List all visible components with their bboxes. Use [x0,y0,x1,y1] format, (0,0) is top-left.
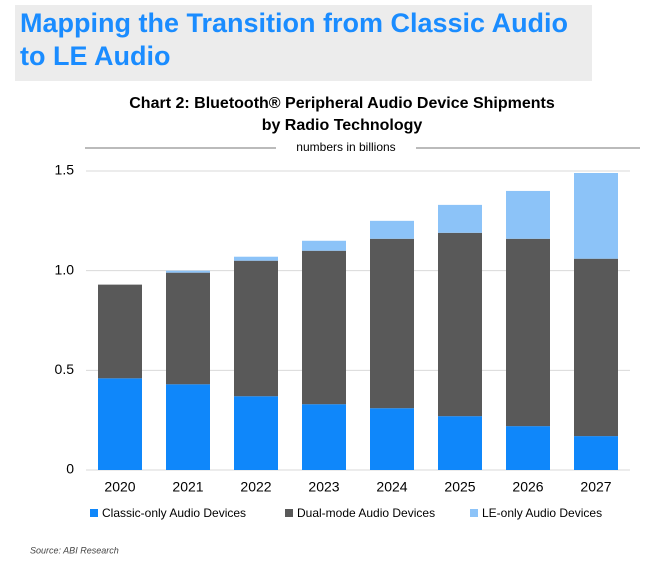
bar-segment [370,220,414,239]
source: Source: ABI Research [30,545,119,555]
bar-segment [438,416,482,470]
bar-segment [438,204,482,233]
x-tick-label: 2020 [104,479,135,495]
bar-segment [438,232,482,417]
header-bg [15,5,592,81]
bar-segment [166,270,210,273]
legend-label: Dual-mode Audio Devices [297,506,435,520]
bar-segment [370,408,414,470]
x-tick-label: 2021 [172,479,203,495]
y-tick-label: 0 [66,461,74,477]
legend-swatch [285,509,293,517]
header-title: to LE Audio [20,41,170,71]
bar-segment [302,250,346,405]
bar-segment [98,378,142,470]
bar-segment [302,404,346,470]
bar-segment [166,272,210,385]
x-tick-label: 2024 [376,479,407,495]
y-tick-label: 1.5 [55,162,75,178]
chart-title: by Radio Technology [262,117,423,134]
bar-segment [98,284,142,379]
legend-swatch [90,509,98,517]
bar-segment [302,240,346,251]
x-tick-label: 2027 [580,479,611,495]
y-tick-label: 1.0 [55,261,75,277]
header-title: Mapping the Transition from Classic Audi… [20,8,568,38]
bar-segment [370,238,414,409]
x-tick-label: 2026 [512,479,543,495]
bar-segment [574,258,618,437]
bar-segment [506,426,550,470]
bar-segment [506,190,550,239]
bar-segment [234,256,278,261]
bar-segment [574,436,618,470]
x-tick-label: 2022 [240,479,271,495]
bar-segment [506,238,550,427]
bar-segment [234,396,278,470]
chart-subtitle: numbers in billions [296,140,395,154]
y-tick-label: 0.5 [55,361,75,377]
bar-segment [166,384,210,470]
x-tick-label: 2025 [444,479,475,495]
bar-segment [234,260,278,397]
x-tick-label: 2023 [308,479,339,495]
legend-swatch [470,509,478,517]
chart-title: Chart 2: Bluetooth® Peripheral Audio Dev… [129,95,555,112]
legend-label: LE-only Audio Devices [482,506,602,520]
legend-label: Classic-only Audio Devices [102,506,246,520]
bar-segment [574,172,618,259]
